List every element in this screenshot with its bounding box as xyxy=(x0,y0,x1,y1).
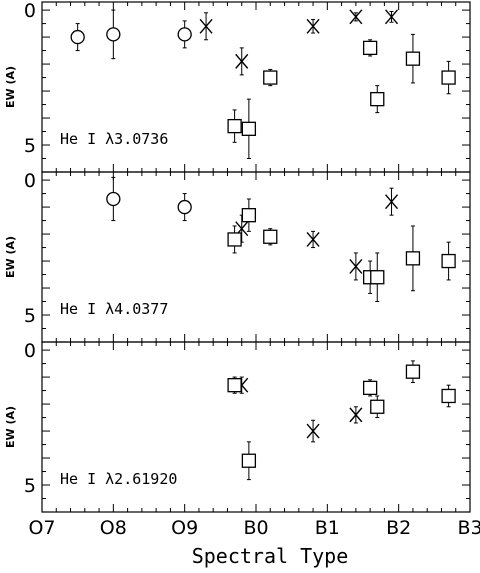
data-point-square xyxy=(370,252,385,303)
data-point-square xyxy=(405,225,421,292)
data-point-circle xyxy=(106,176,121,222)
data-point-x xyxy=(235,47,249,76)
circle-marker xyxy=(70,29,85,45)
x-marker xyxy=(385,9,399,25)
square-marker xyxy=(227,232,242,247)
y-tick-label: 0 xyxy=(24,340,36,362)
data-point-square xyxy=(227,109,242,143)
x-tick-label: O9 xyxy=(171,517,198,539)
data-point-square xyxy=(263,68,278,87)
x-tick-label: B1 xyxy=(315,517,340,539)
x-tick-label: O7 xyxy=(28,517,55,539)
y-tick-label: 0 xyxy=(24,0,36,22)
panel-3: 0 5 EW (A) He I λ2.61920 xyxy=(4,340,471,513)
circle-marker xyxy=(177,27,192,42)
data-point-square xyxy=(362,379,378,397)
y-tick-label: 5 xyxy=(24,475,36,497)
data-point-square xyxy=(370,85,385,114)
square-marker xyxy=(370,91,385,107)
data-point-x xyxy=(349,9,363,25)
data-point-circle xyxy=(106,9,121,60)
data-point-square xyxy=(405,360,421,383)
square-marker xyxy=(263,229,278,244)
square-marker xyxy=(241,208,257,223)
data-point-square xyxy=(263,228,278,246)
square-marker xyxy=(370,270,385,285)
data-point-x xyxy=(385,9,399,25)
data-point-circle xyxy=(177,193,192,222)
square-marker xyxy=(370,399,385,414)
square-marker xyxy=(227,378,242,393)
x-marker xyxy=(349,258,363,274)
x-marker xyxy=(235,53,249,69)
y-tick-label: 5 xyxy=(24,135,36,157)
x-marker xyxy=(349,9,363,25)
square-marker xyxy=(405,251,421,266)
x-marker xyxy=(306,18,320,34)
data-point-x xyxy=(199,12,213,41)
data-point-x xyxy=(385,187,399,216)
data-point-x xyxy=(306,230,320,249)
data-point-circle xyxy=(177,20,192,49)
data-point-square xyxy=(227,376,242,394)
data-point-x xyxy=(306,419,320,443)
y-tick-label: 5 xyxy=(24,305,36,327)
panel-2: 0 5 EW (A) He I λ4.0377 xyxy=(4,170,471,343)
x-marker xyxy=(349,407,363,423)
x-marker xyxy=(306,423,320,439)
square-marker xyxy=(362,40,378,56)
data-point-square xyxy=(370,395,385,419)
data-point-square xyxy=(441,241,456,281)
x-tick-label: O8 xyxy=(100,517,127,539)
x-tick-label: B2 xyxy=(386,517,411,539)
data-point-square xyxy=(241,198,257,232)
y-tick-label: 0 xyxy=(24,170,36,192)
square-marker xyxy=(263,70,278,85)
square-marker xyxy=(441,388,456,404)
square-marker xyxy=(241,121,257,136)
square-marker xyxy=(441,70,456,85)
square-marker xyxy=(441,253,456,269)
data-point-x xyxy=(306,18,320,34)
square-marker xyxy=(405,51,421,66)
panel-title: He I λ2.61920 xyxy=(60,470,177,488)
panel-title: He I λ4.0377 xyxy=(60,300,168,318)
x-axis-title: Spectral Type xyxy=(192,544,349,568)
data-point-square xyxy=(405,33,421,84)
data-point-square xyxy=(441,384,456,408)
data-point-circle xyxy=(70,23,85,52)
data-point-square xyxy=(441,60,456,95)
square-marker xyxy=(362,380,378,396)
x-marker xyxy=(306,232,320,247)
x-marker xyxy=(199,18,213,34)
panel-title: He I λ3.0736 xyxy=(60,130,168,148)
y-axis-label: EW (A) xyxy=(4,406,17,448)
data-point-x xyxy=(349,252,363,281)
square-marker xyxy=(227,118,242,134)
y-axis-label: EW (A) xyxy=(4,236,17,278)
square-marker xyxy=(241,453,257,468)
data-point-x xyxy=(349,406,363,424)
data-point-square xyxy=(362,39,378,57)
circle-marker xyxy=(177,199,192,215)
x-tick-label: B3 xyxy=(457,517,480,539)
data-point-square xyxy=(241,441,257,481)
circle-marker xyxy=(106,191,121,207)
panel-1: 0 5 EW (A) He I λ3.0736 xyxy=(4,0,471,173)
data-point-square xyxy=(241,98,257,160)
square-marker xyxy=(405,364,421,379)
x-tick-label: B0 xyxy=(243,517,268,539)
x-marker xyxy=(385,194,399,210)
circle-marker xyxy=(106,27,121,42)
y-axis-label: EW (A) xyxy=(4,66,17,108)
data-point-square xyxy=(227,225,242,254)
